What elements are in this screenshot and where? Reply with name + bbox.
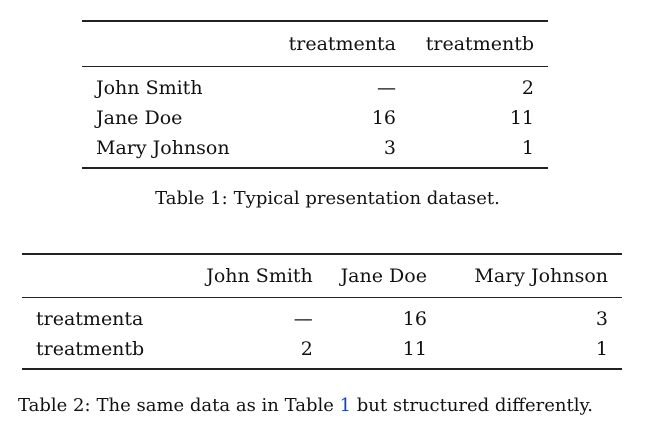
table-1: treatmenta treatmentb John Smith — 2 Jan… — [82, 20, 548, 169]
table-1-caption-label: Table 1: — [155, 188, 228, 209]
table-cell: 2 — [300, 338, 313, 360]
table-2-header-mary-johnson: Mary Johnson — [474, 265, 608, 287]
table-2-caption-text: The same data as in Table — [96, 395, 340, 416]
table-1-header-treatmenta: treatmenta — [288, 33, 396, 55]
table-2: John Smith Jane Doe Mary Johnson treatme… — [22, 253, 622, 370]
table-row: John Smith — 2 — [82, 67, 548, 104]
table-1-stub-header — [82, 21, 276, 67]
row-label: treatmenta — [36, 308, 144, 330]
table-cell: — — [377, 77, 396, 99]
table-1-header-treatmentb: treatmentb — [425, 33, 534, 55]
table-row: treatmenta — 16 3 — [22, 298, 622, 335]
table-2-caption-text-end: but structured differently. — [351, 395, 593, 416]
table-2-stub-header — [22, 254, 172, 298]
table-2-header-jane-doe: Jane Doe — [340, 265, 427, 287]
table-row: Jane Doe 16 11 — [82, 103, 548, 133]
table-1-caption: Table 1: Typical presentation dataset. — [0, 188, 655, 210]
row-label: Mary Johnson — [96, 137, 230, 159]
table-cell: 1 — [521, 137, 534, 159]
table-2-caption: Table 2: The same data as in Table 1 but … — [18, 395, 593, 417]
row-label: John Smith — [96, 77, 203, 99]
table-cell: — — [293, 308, 313, 330]
table-cell: 11 — [402, 338, 427, 360]
table-cell: 3 — [595, 308, 608, 330]
table-cell: 16 — [371, 107, 396, 129]
table-1-header-row: treatmenta treatmentb — [82, 21, 548, 67]
table-2-caption-label: Table 2: — [18, 395, 91, 416]
table-cell: 11 — [509, 107, 534, 129]
table-2-header-row: John Smith Jane Doe Mary Johnson — [22, 254, 622, 298]
table-cell: 16 — [402, 308, 427, 330]
table-row: Mary Johnson 3 1 — [82, 133, 548, 168]
table-row: treatmentb 2 11 1 — [22, 334, 622, 369]
table-1-reference-link[interactable]: 1 — [339, 395, 352, 416]
table-1-caption-text: Typical presentation dataset. — [233, 188, 500, 209]
row-label: Jane Doe — [96, 107, 183, 129]
row-label: treatmentb — [36, 338, 145, 360]
table-2-header-john-smith: John Smith — [206, 265, 313, 287]
table-cell: 3 — [383, 137, 396, 159]
table-cell: 2 — [521, 77, 534, 99]
table-cell: 1 — [595, 338, 608, 360]
